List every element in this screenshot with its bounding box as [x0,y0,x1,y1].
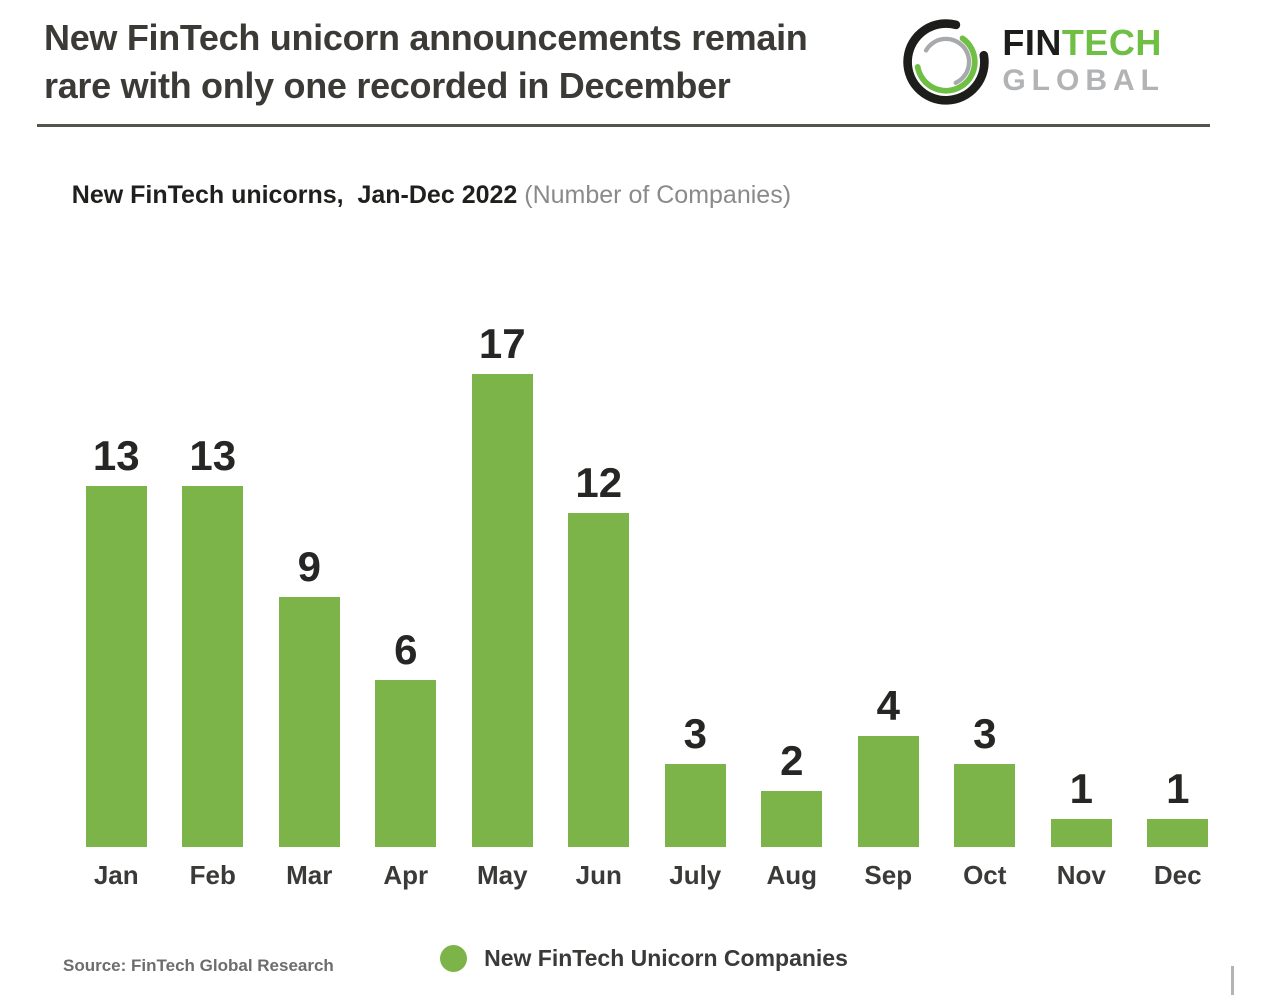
bar-column: 1 [1130,768,1227,847]
bar-chart: 13 13 9 6 17 12 3 2 4 3 1 1 [68,294,1226,847]
logo-circle-icon [903,19,990,105]
bar-column: 1 [1033,768,1130,847]
logo-word-tech: TECH [1061,21,1162,63]
bar-value-label: 12 [575,459,623,507]
bar [857,735,919,847]
x-axis-tick-label: Aug [766,860,818,890]
bar-column: 13 [165,431,262,847]
title-line-2: rare with only one recorded in December [44,65,731,106]
x-axis-tick-label: July [669,860,722,890]
bar [85,485,147,847]
chart-subtitle-light: (Number of Companies) [517,181,792,209]
bar [1050,819,1112,847]
bar-column: 3 [647,709,744,847]
bar-value-label: 13 [92,431,140,479]
bar-column: 6 [358,629,455,847]
bar [1147,819,1209,847]
logo-wordmark: FINTECH GLOBAL [1002,21,1165,97]
header: New FinTech unicorn announcements remain… [0,0,1288,110]
x-axis-tick-label: Oct [963,860,1007,890]
bar-value-label: 3 [973,709,997,757]
bar [471,374,533,847]
x-axis-tick-label: Jun [575,860,622,890]
x-axis-tick-label: Mar [286,860,333,890]
bar [278,596,340,847]
fintech-global-logo: FINTECH GLOBAL [898,12,1165,108]
bar [761,791,823,847]
bar-value-label: 13 [189,431,237,479]
bar [182,485,244,847]
legend-marker-icon [440,945,468,972]
bar-column: 13 [68,431,165,847]
logo-word-global: GLOBAL [1002,63,1165,97]
x-axis-tick-label: Jan [93,860,139,890]
logo-wordmark-top: FINTECH [1002,21,1165,63]
bar [568,513,630,847]
bar-value-label: 6 [394,626,418,674]
text-cursor-mark [1231,966,1234,995]
bar [375,680,437,847]
bar-column: 9 [261,542,358,847]
bar [664,763,726,847]
chart-subtitle: New FinTech unicorns, Jan-Dec 2022 (Numb… [44,152,1288,239]
bar-value-label: 1 [1166,765,1190,813]
title-line-1: New FinTech unicorn announcements remain [44,17,808,58]
bar-column: 17 [454,323,551,847]
x-axis-tick-label: May [476,860,528,890]
x-axis-labels: Jan Feb Mar Apr May Jun July Aug Sep Oct Nov Dec [68,860,1226,891]
logo-word-fin: FIN [1002,21,1062,63]
legend: New FinTech Unicorn Companies [0,945,1288,972]
bar-column: 3 [937,709,1034,847]
x-axis-tick-label: Sep [864,860,913,890]
chart-subtitle-bold: New FinTech unicorns, Jan-Dec 2022 [71,181,518,209]
bar-column: 12 [551,462,648,847]
x-axis-tick-label: Feb [189,860,236,890]
page-title: New FinTech unicorn announcements remain… [44,14,808,110]
bar-value-label: 9 [297,542,321,590]
bar-value-label: 1 [1069,765,1093,813]
bar-value-label: 3 [683,709,707,757]
x-axis-tick-label: Apr [383,860,429,890]
source-note: Source: FinTech Global Research [63,956,334,975]
bar-value-label: 4 [876,681,900,729]
header-divider [37,124,1210,127]
bar-column: 2 [744,740,841,847]
bar-column: 4 [840,681,937,847]
bar-value-label: 2 [780,737,804,785]
legend-label: New FinTech Unicorn Companies [484,945,848,971]
x-axis-tick-label: Dec [1153,860,1202,890]
bar [954,763,1016,847]
x-axis-tick-label: Nov [1056,860,1106,890]
bar-value-label: 17 [478,320,526,368]
